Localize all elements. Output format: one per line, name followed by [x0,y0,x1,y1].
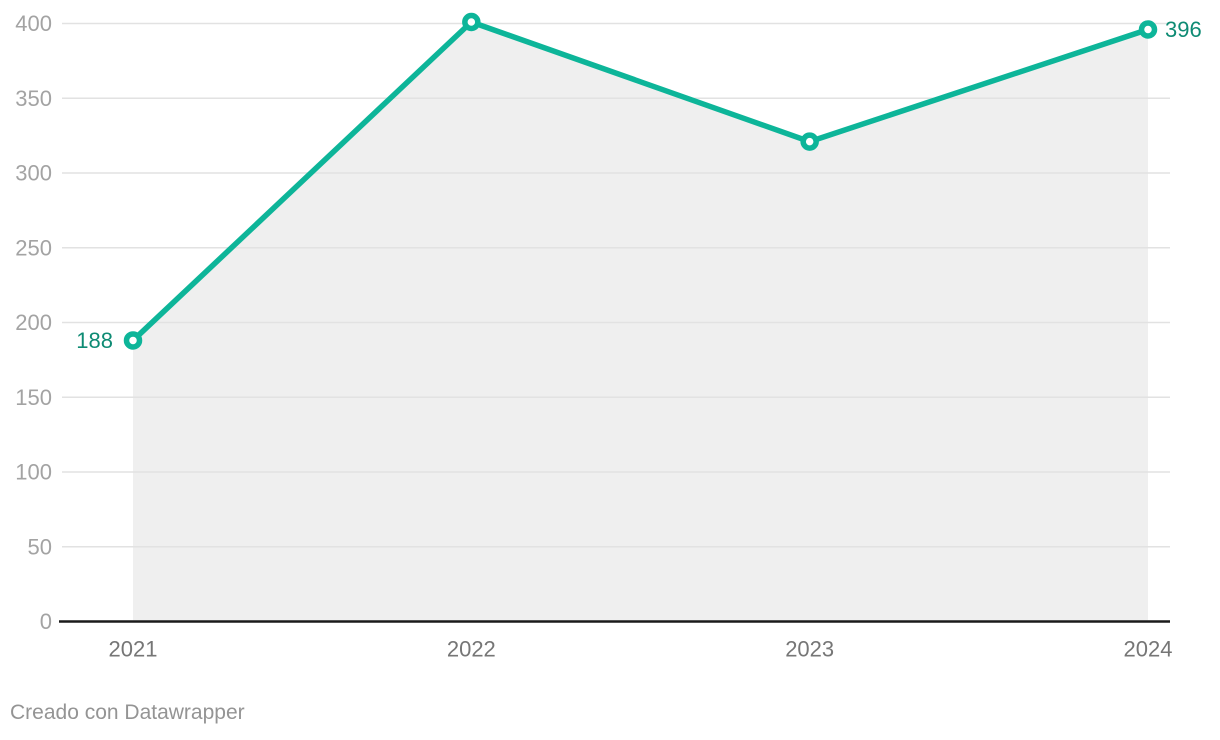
x-tick-label-2023: 2023 [785,637,834,662]
data-point-marker-2021[interactable] [123,331,143,350]
line-chart-canvas: 0 50 100 150 200 250 300 350 400 2021 2022 2023 2024… [15,11,1202,662]
y-tick-label-100: 100 [15,460,52,485]
y-tick-label-0: 0 [40,609,52,634]
y-tick-label-300: 300 [15,161,52,186]
attribution-text: Creado con Datawrapper [10,701,245,724]
y-tick-label-200: 200 [15,310,52,335]
x-tick-label-2024: 2024 [1124,637,1173,662]
point-value-label-2024: 396 [1165,17,1202,42]
data-line [130,19,1151,344]
data-point-marker-2022[interactable] [462,12,481,32]
x-tick-label-2022: 2022 [447,637,496,662]
y-tick-label-150: 150 [15,385,52,410]
y-tick-label-350: 350 [15,86,52,111]
y-tick-label-400: 400 [15,11,52,36]
y-tick-label-250: 250 [15,235,52,260]
x-tick-label-2021: 2021 [109,637,158,662]
point-value-label-2021: 188 [76,328,113,353]
chart-footer: Creado con Datawrapper [10,701,245,725]
data-point-marker-2023[interactable] [800,132,819,151]
data-point-marker-2024[interactable] [1138,20,1158,39]
y-tick-label-50: 50 [28,534,52,559]
area-fill [133,22,1148,621]
